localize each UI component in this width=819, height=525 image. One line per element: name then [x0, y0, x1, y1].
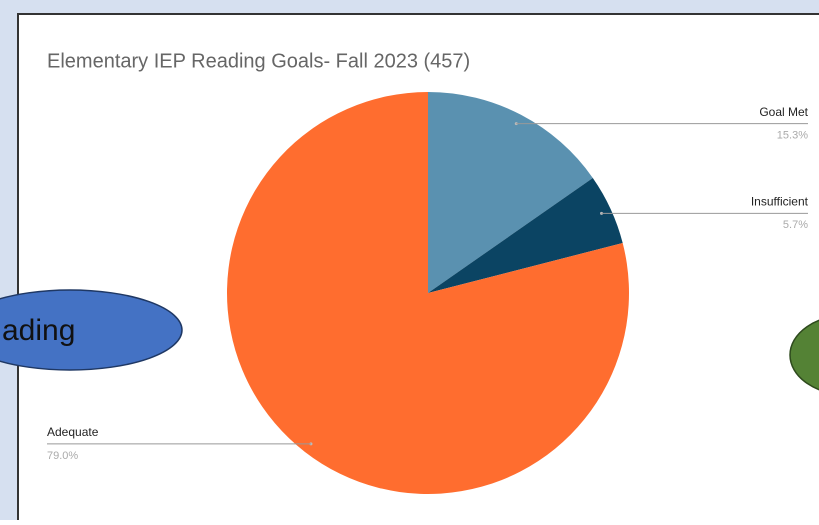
pie-slice	[428, 177, 623, 293]
slice-label: Adequate	[47, 425, 99, 439]
pie	[227, 92, 630, 495]
callout-text: ading	[2, 314, 75, 347]
callout-oval	[0, 289, 183, 371]
callout-oval-right	[789, 319, 819, 391]
pie-slice	[227, 92, 630, 495]
slice-label: Insufficient	[751, 195, 809, 209]
chart-title: Elementary IEP Reading Goals- Fall 2023 …	[47, 50, 470, 72]
slice-label: Goal Met	[759, 105, 808, 119]
slice-value-label: 79.0%	[47, 450, 78, 462]
slice-value-label: 15.3%	[777, 130, 808, 142]
slice-value-label: 5.7%	[783, 219, 808, 231]
pie-slice	[428, 92, 593, 293]
